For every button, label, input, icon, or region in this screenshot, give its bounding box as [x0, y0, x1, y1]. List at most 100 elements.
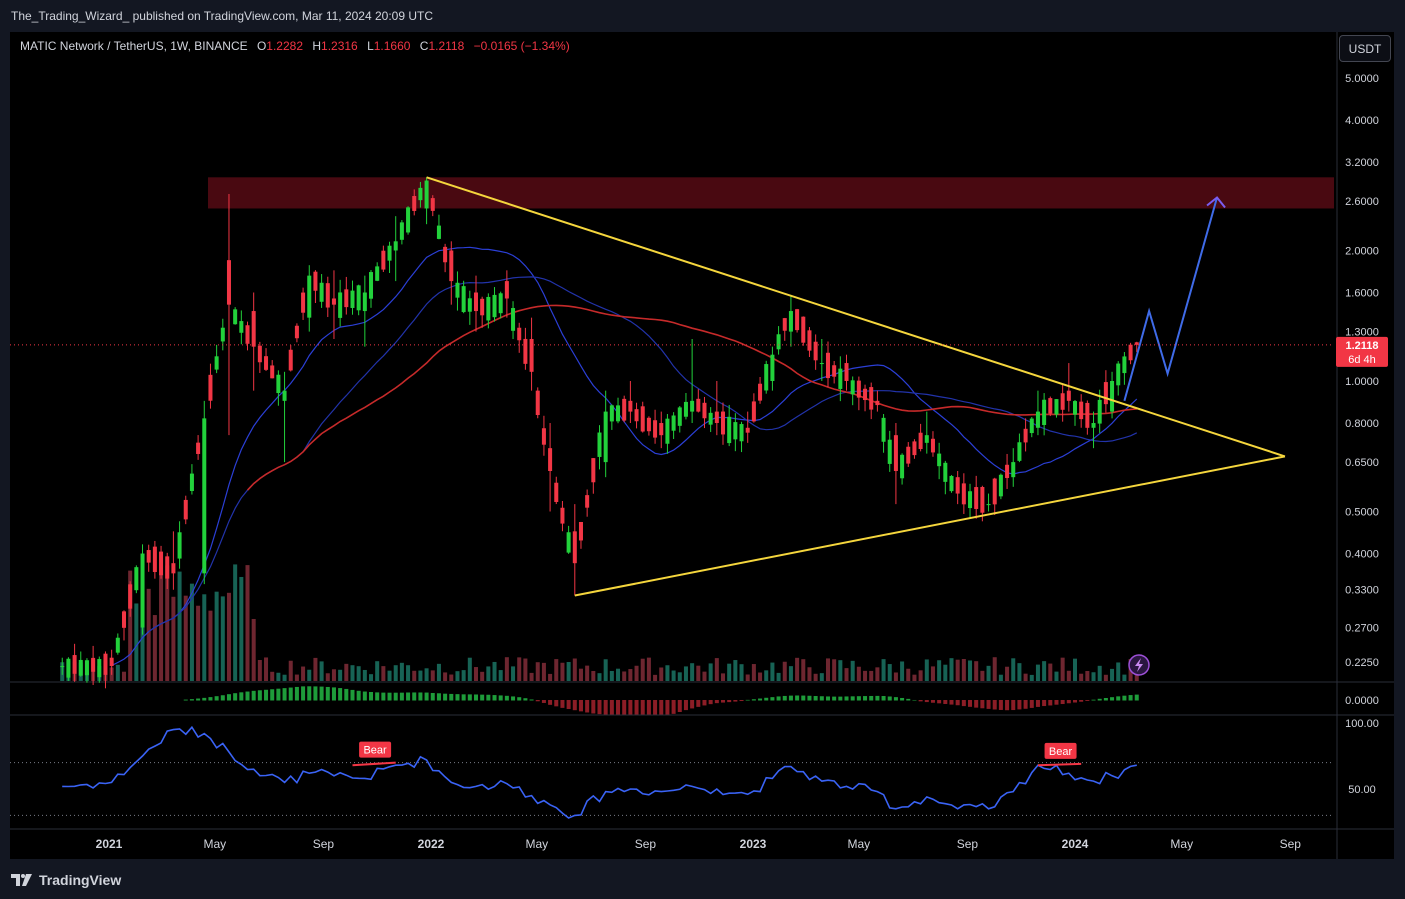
volume-bar	[782, 661, 787, 681]
volume-bar	[893, 672, 898, 681]
oscillator-bar	[597, 700, 602, 715]
symbol-name[interactable]: MATIC Network / TetherUS, 1W, BINANCE	[20, 39, 248, 53]
volume-bar	[183, 595, 188, 681]
candle-body	[362, 292, 367, 312]
candle-body	[159, 551, 164, 576]
candle-body	[992, 478, 997, 505]
oscillator-bar	[949, 700, 954, 705]
time-tick-label: 2022	[418, 837, 445, 851]
candle-body	[677, 407, 682, 426]
low-label: L	[367, 39, 374, 53]
candle-body	[893, 435, 898, 472]
bear-divergence-line	[352, 761, 396, 767]
candle-body	[350, 290, 355, 308]
oscillator-bar	[375, 692, 380, 701]
chart-frame[interactable]	[10, 32, 1394, 859]
oscillator-bar	[609, 700, 614, 715]
oscillator-bar	[943, 700, 948, 704]
candle-body	[640, 406, 645, 432]
candle-body	[628, 400, 633, 412]
candle-body	[578, 522, 583, 541]
volume-bar	[1085, 671, 1090, 681]
candle-body	[511, 308, 516, 331]
last-price-countdown: 6d 4h	[1348, 354, 1376, 366]
price-tick-label: 0.4000	[1345, 549, 1379, 561]
oscillator-bar	[362, 691, 367, 701]
oscillator-bar	[270, 689, 275, 701]
top-bar: The_Trading_Wizard_ published on Trading…	[0, 0, 1405, 32]
oscillator-bar	[196, 698, 201, 701]
candle-body	[986, 504, 991, 506]
candle-body	[307, 275, 312, 318]
volume-bar	[597, 673, 602, 681]
oscillator-bar	[301, 686, 306, 701]
volume-bar	[393, 665, 398, 681]
oscillator-bar	[307, 686, 312, 701]
oscillator-bar	[560, 700, 565, 708]
volume-bar	[560, 662, 565, 681]
price-tick-label: 3.2000	[1345, 157, 1379, 169]
volume-bar	[634, 665, 639, 681]
candle-body	[622, 398, 627, 421]
oscillator-bar	[616, 700, 621, 715]
volume-bar	[949, 658, 954, 681]
volume-bar	[863, 670, 868, 681]
candle-body	[807, 330, 812, 351]
candle-body	[270, 365, 275, 379]
candle-body	[634, 409, 639, 422]
candle-body	[788, 311, 793, 332]
time-tick-label: 2024	[1062, 837, 1089, 851]
price-tick-label: 0.8000	[1345, 418, 1379, 430]
volume-bar	[1042, 661, 1047, 681]
candle-body	[838, 368, 843, 389]
oscillator-bar	[1072, 700, 1078, 703]
volume-bar	[801, 659, 806, 681]
candle-body	[202, 418, 207, 574]
candle-body	[356, 285, 361, 311]
candle-body	[764, 364, 769, 391]
tradingview-logo[interactable]: TradingView	[11, 872, 121, 888]
time-tick-label: May	[204, 837, 227, 851]
candle-body	[653, 420, 658, 438]
candle-body	[140, 553, 145, 628]
last-price-value: 1.2118	[1345, 340, 1378, 352]
oscillator-bar	[924, 700, 929, 703]
candle-body	[1110, 381, 1115, 412]
candle-body	[220, 327, 225, 342]
candle-body	[264, 356, 269, 370]
oscillator-bar	[350, 689, 355, 701]
volume-bar	[751, 664, 756, 681]
candle-body	[97, 659, 102, 678]
volume-bar	[930, 666, 935, 681]
volume-bar	[887, 664, 892, 681]
oscillator-bar	[838, 696, 843, 701]
volume-bar	[350, 665, 355, 681]
currency-button[interactable]: USDT	[1339, 35, 1391, 62]
candle-body	[461, 286, 466, 313]
oscillator-bar	[313, 686, 318, 701]
oscillator-bar	[1005, 700, 1010, 711]
oscillator-bar	[665, 700, 670, 715]
oscillator-bar	[974, 700, 979, 708]
volume-bar	[591, 670, 596, 681]
oscillator-bar	[257, 690, 262, 701]
volume-bar	[473, 667, 478, 681]
oscillator-bar	[1085, 700, 1090, 701]
oscillator-bar	[511, 696, 516, 701]
volume-bar	[924, 659, 929, 681]
oscillator-bar	[739, 700, 744, 702]
volume-bar	[961, 658, 966, 681]
volume-bar	[1116, 662, 1121, 681]
oscillator-bar	[937, 700, 942, 704]
oscillator-bar	[541, 700, 546, 703]
candle-body	[72, 655, 77, 674]
oscillator-bar	[887, 696, 892, 701]
volume-bar	[572, 658, 577, 681]
candle-body	[616, 405, 621, 422]
oscillator-bar	[1054, 700, 1059, 705]
price-tick-label: 4.0000	[1345, 115, 1379, 127]
oscillator-bar	[751, 699, 756, 701]
candle-body	[301, 292, 306, 313]
volume-bar	[541, 662, 546, 681]
